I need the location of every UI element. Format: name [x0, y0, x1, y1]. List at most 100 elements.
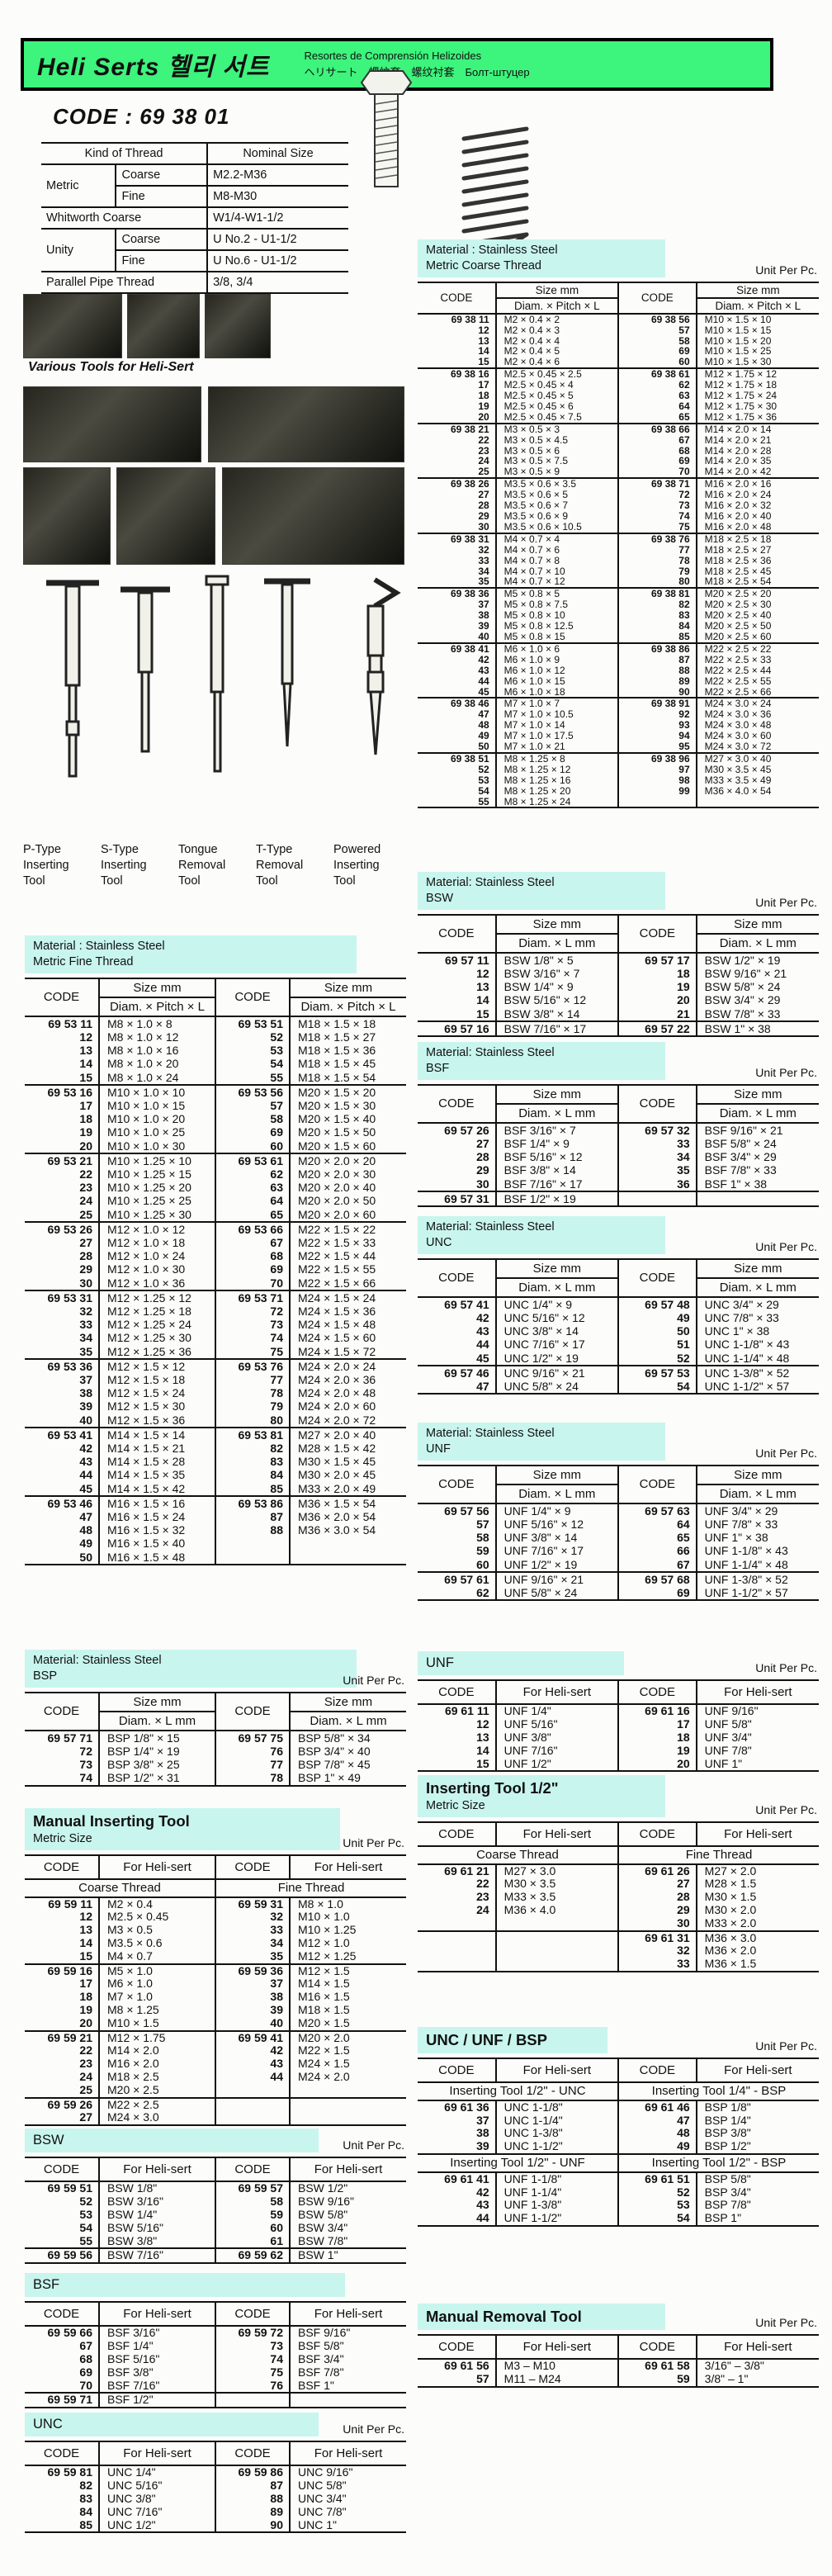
kind-metric-fine-size: M8-M30 — [207, 185, 348, 208]
tool-labels: P-Type Inserting Tool S-Type Inserting Tool To… — [23, 842, 411, 889]
code-cell: 69 38 71 — [617, 477, 697, 490]
code-cell: 54 — [617, 1379, 697, 1395]
size-cell: BSF 7/8" — [298, 2365, 344, 2379]
size-cell: M2.5 × 0.45 × 6 — [495, 400, 619, 412]
code-cell: 69 57 61 — [418, 1570, 497, 1586]
code-cell: 27 — [418, 1136, 497, 1151]
section-heading-box: Material: Stainless Steel BSW — [418, 872, 665, 910]
code-cell: 69 61 41 — [418, 2171, 497, 2186]
size-cell: BSW 7/8" × 33 — [704, 1006, 781, 1020]
kind-unity-coarse: Coarse — [116, 228, 209, 251]
code-cell: 69 53 61 — [215, 1152, 291, 1167]
code-cell: 82 — [617, 599, 697, 611]
size-cell: M30 × 3.5 — [495, 1878, 619, 1892]
size-cell: M22 × 2.5 × 55 — [704, 675, 772, 687]
size-cell: UNC 9/16" — [290, 2465, 406, 2480]
size-cell: M2.5 × 0.45 × 4 — [495, 380, 619, 391]
code-cell: 69 38 26 — [418, 477, 497, 490]
size-cell: M14 × 2.0 — [99, 2044, 216, 2058]
code-cell: 78 — [617, 555, 697, 566]
size-cell: M16 × 1.5 × 16 — [99, 1494, 216, 1510]
size-cell: BSW 3/16" — [99, 2195, 216, 2209]
code-cell: 45 — [418, 686, 497, 698]
size-cell: UNC 1-3/8" — [495, 2127, 619, 2141]
size-cell: M12 × 1.75 — [99, 2029, 216, 2045]
size-cell: M20 × 2.0 × 30 — [298, 1167, 376, 1181]
size-cell: M8 × 1.0 × 24 — [99, 1070, 216, 1085]
size-cell: M24 × 2.0 — [298, 2071, 350, 2084]
size-cell: M20 × 2.5 × 40 — [704, 610, 772, 622]
code-cell: 13 — [25, 1924, 100, 1938]
code-cell: 67 — [215, 1235, 291, 1250]
size-cell: UNC 7/16" — [99, 2505, 216, 2519]
size-cell: UNF 1-1/2" × 57 — [704, 1585, 788, 1599]
thread-type-subheader: Fine Thread — [215, 1878, 406, 1898]
code-cell: 72 — [25, 1744, 100, 1759]
code-cell: 67 — [617, 434, 697, 446]
size-cell: M20 × 2.0 — [290, 2029, 406, 2045]
code-cell: 69 57 56 — [418, 1502, 497, 1518]
code-cell: 89 — [617, 675, 697, 687]
catalog-table: CODE Size mm CODE Size mm Diam. × L mm Diam. … — [418, 1257, 819, 1395]
code-cell: 69 38 76 — [617, 532, 697, 545]
code-cell: 69 57 16 — [418, 1020, 497, 1036]
code-cell: 53 — [418, 774, 497, 786]
section-heading-box: Manual Removal Tool — [418, 2304, 665, 2331]
size-cell: M12 × 1.0 — [298, 1937, 350, 1950]
code-cell: 60 — [418, 1557, 497, 1572]
code-cell: 14 — [25, 1937, 100, 1950]
code-cell: 85 — [25, 2518, 100, 2533]
size-cell: M18 × 1.5 × 36 — [298, 1044, 376, 1058]
code-cell: 69 59 21 — [25, 2029, 100, 2045]
tool-label-line: Tool — [178, 874, 201, 888]
code-cell: 75 — [215, 1344, 291, 1359]
code-cell: 34 — [215, 1937, 291, 1950]
size-cell: M20 × 2.5 × 60 — [704, 631, 772, 642]
section-heading-box: UNC / UNF / BSP — [418, 2027, 607, 2054]
catalog-table: CODE For Heli-sert CODE For Heli-sert 69 59 … — [25, 2441, 406, 2534]
size-cell: M22 × 1.5 × 33 — [298, 1235, 376, 1249]
helical-insert-drawing-icon — [461, 126, 529, 255]
size-column-header: Size mm — [696, 913, 819, 935]
kind-unity-fine-size: U No.6 - U1-1/2 — [207, 249, 348, 272]
code-column-header: CODE — [25, 1691, 100, 1731]
size-cell: BSF 5/8" × 24 — [704, 1136, 777, 1150]
code-cell: 54 — [418, 785, 497, 797]
size-cell: M18 × 2.5 × 36 — [704, 555, 772, 566]
code-cell: 15 — [418, 1006, 497, 1021]
page-title: Heli Serts 헬리 서트 — [37, 54, 270, 81]
size-cell: M14 × 1.5 × 21 — [99, 1441, 216, 1456]
size-cell: BSW 5/16" × 12 — [495, 993, 619, 1007]
code-cell: 17 — [418, 380, 497, 391]
size-cell: M10 × 1.5 × 25 — [704, 346, 772, 358]
size-cell: BSW 5/16" — [99, 2221, 216, 2235]
size-cell: M36 × 4.0 — [495, 1904, 619, 1917]
size-subheader: Diam. × L mm — [495, 1483, 619, 1504]
size-cell: UNC 1/2" × 19 — [495, 1351, 619, 1366]
size-cell: UNF 3/4" — [704, 1731, 752, 1745]
size-cell: M22 × 2.5 × 44 — [704, 665, 772, 676]
code-cell: 84 — [617, 621, 697, 632]
code-cell: 58 — [617, 335, 697, 347]
tool-label: P-Type Inserting Tool — [23, 842, 99, 889]
unf-tool-section: UNF Unit Per Pc. CODE For Heli-sert CODE For … — [418, 1651, 819, 1773]
code-cell: 15 — [25, 1070, 100, 1085]
size-cell: UNF 1-1/8" × 43 — [704, 1544, 788, 1558]
unit-per-pc-label: Unit Per Pc. — [755, 895, 817, 909]
code-cell: 23 — [25, 1181, 100, 1195]
unit-per-pc-label: Unit Per Pc. — [343, 2422, 404, 2436]
size-cell: BSW 7/8" — [298, 2234, 348, 2247]
unit-per-pc-label: Unit Per Pc. — [755, 263, 817, 277]
code-cell: 89 — [215, 2505, 291, 2519]
code-cell: 42 — [418, 654, 497, 665]
size-cell: M7 × 1.0 × 10.5 — [495, 709, 619, 721]
code-column-header: CODE — [418, 1083, 497, 1123]
code-cell: 49 — [418, 731, 497, 742]
code-cell: 62 — [418, 1585, 497, 1601]
code-cell: 69 53 56 — [215, 1083, 291, 1099]
code-cell: 33 — [617, 1958, 697, 1972]
code-cell: 69 38 46 — [418, 697, 497, 710]
code-cell: 67 — [25, 2340, 100, 2354]
code-cell: 29 — [418, 511, 497, 522]
code-cell: 30 — [617, 1916, 697, 1931]
